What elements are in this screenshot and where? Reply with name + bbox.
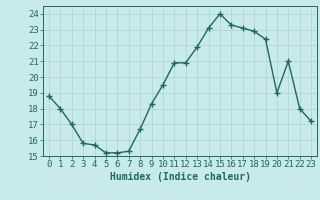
X-axis label: Humidex (Indice chaleur): Humidex (Indice chaleur) (109, 172, 251, 182)
